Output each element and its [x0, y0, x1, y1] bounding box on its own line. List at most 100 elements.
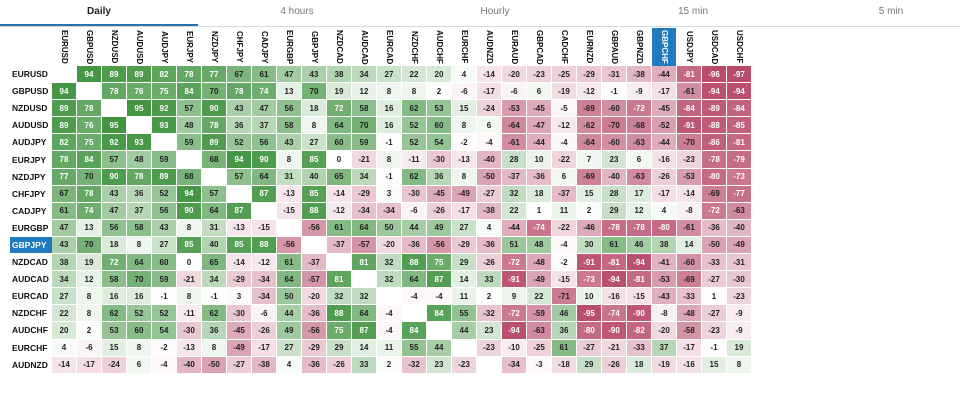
correlation-cell[interactable]: -61: [501, 133, 527, 152]
correlation-cell[interactable]: 52: [401, 133, 427, 152]
correlation-cell[interactable]: 12: [76, 270, 102, 289]
correlation-cell[interactable]: -16: [651, 150, 677, 169]
correlation-cell[interactable]: 94: [52, 82, 77, 101]
correlation-cell[interactable]: -70: [676, 133, 702, 152]
correlation-cell[interactable]: 64: [126, 253, 152, 272]
correlation-cell[interactable]: 95: [101, 116, 127, 135]
correlation-cell[interactable]: -21: [601, 339, 627, 357]
correlation-cell[interactable]: 23: [601, 150, 627, 169]
correlation-cell[interactable]: 87: [351, 321, 377, 340]
tab-hourly[interactable]: Hourly: [480, 6, 510, 17]
correlation-cell[interactable]: 37: [126, 202, 152, 220]
correlation-cell[interactable]: -22: [551, 150, 577, 169]
correlation-cell[interactable]: 75: [76, 133, 102, 152]
correlation-cell[interactable]: 14: [351, 339, 377, 357]
correlation-cell[interactable]: -50: [201, 356, 227, 374]
correlation-cell[interactable]: -1: [601, 82, 627, 101]
correlation-cell[interactable]: -23: [676, 150, 702, 169]
correlation-cell[interactable]: 27: [276, 339, 302, 357]
correlation-cell[interactable]: 72: [101, 253, 127, 272]
correlation-cell[interactable]: -91: [576, 253, 602, 272]
correlation-cell[interactable]: 16: [376, 99, 402, 118]
row-header-nzdusd[interactable]: NZDUSD: [10, 99, 52, 118]
correlation-cell[interactable]: 44: [401, 219, 427, 237]
column-header-audcad[interactable]: AUDCAD: [351, 28, 377, 66]
correlation-cell[interactable]: -36: [526, 168, 552, 186]
correlation-cell[interactable]: 70: [301, 82, 327, 101]
correlation-cell[interactable]: 44: [451, 321, 477, 340]
column-header-gbpcad[interactable]: GBPCAD: [526, 28, 552, 66]
column-header-gbpjpy[interactable]: GBPJPY: [301, 28, 327, 66]
row-header-audusd[interactable]: AUDUSD: [10, 116, 52, 135]
correlation-cell[interactable]: 8: [176, 287, 202, 306]
correlation-cell[interactable]: -29: [451, 236, 477, 255]
correlation-cell[interactable]: 88: [401, 253, 427, 272]
correlation-cell[interactable]: -24: [101, 356, 127, 374]
correlation-cell[interactable]: 8: [401, 82, 427, 101]
correlation-cell[interactable]: 65: [326, 168, 352, 186]
correlation-cell[interactable]: -14: [226, 253, 252, 272]
correlation-cell[interactable]: -17: [676, 339, 702, 357]
correlation-cell[interactable]: 36: [126, 185, 152, 203]
column-header-usdchf[interactable]: USDCHF: [726, 28, 752, 66]
correlation-cell[interactable]: -94: [601, 270, 627, 289]
correlation-cell[interactable]: -19: [551, 82, 577, 101]
correlation-cell[interactable]: 87: [251, 185, 277, 203]
correlation-cell[interactable]: 36: [201, 321, 227, 340]
correlation-cell[interactable]: -81: [726, 133, 752, 152]
correlation-cell[interactable]: -32: [476, 304, 502, 323]
correlation-cell[interactable]: -79: [726, 150, 752, 169]
correlation-cell[interactable]: 8: [76, 287, 102, 306]
correlation-cell[interactable]: -4: [376, 321, 402, 340]
column-header-eurcad[interactable]: EURCAD: [376, 28, 402, 66]
correlation-cell[interactable]: 8: [376, 82, 402, 101]
correlation-cell[interactable]: 28: [501, 150, 527, 169]
correlation-cell[interactable]: -68: [626, 116, 652, 135]
column-header-nzdchf[interactable]: NZDCHF: [401, 28, 427, 66]
correlation-cell[interactable]: 78: [76, 185, 102, 203]
correlation-cell[interactable]: 31: [201, 219, 227, 237]
correlation-cell[interactable]: -12: [551, 116, 577, 135]
correlation-cell[interactable]: -82: [626, 321, 652, 340]
correlation-cell[interactable]: 16: [376, 116, 402, 135]
correlation-cell[interactable]: -6: [76, 339, 102, 357]
correlation-cell[interactable]: 8: [451, 168, 477, 186]
correlation-cell[interactable]: 89: [52, 99, 77, 118]
correlation-cell[interactable]: -25: [551, 66, 577, 84]
correlation-cell[interactable]: -36: [476, 236, 502, 255]
column-header-audjpy[interactable]: AUDJPY: [151, 28, 177, 66]
correlation-cell[interactable]: -4: [551, 236, 577, 255]
column-header-chfjpy[interactable]: CHFJPY: [226, 28, 252, 66]
correlation-cell[interactable]: 36: [551, 321, 577, 340]
correlation-cell[interactable]: 11: [451, 287, 477, 306]
correlation-cell[interactable]: 0: [176, 253, 202, 272]
row-header-audcad[interactable]: AUDCAD: [10, 270, 52, 289]
column-header-euraud[interactable]: EURAUD: [501, 28, 527, 66]
correlation-cell[interactable]: -29: [226, 270, 252, 289]
correlation-cell[interactable]: 32: [351, 287, 377, 306]
correlation-cell[interactable]: 29: [451, 253, 477, 272]
correlation-cell[interactable]: 43: [151, 219, 177, 237]
correlation-cell[interactable]: -56: [301, 321, 327, 340]
correlation-cell[interactable]: 22: [52, 304, 77, 323]
correlation-cell[interactable]: -26: [426, 202, 452, 220]
correlation-cell[interactable]: 0: [326, 150, 352, 169]
correlation-cell[interactable]: -15: [626, 287, 652, 306]
correlation-cell[interactable]: -96: [701, 66, 727, 84]
correlation-cell[interactable]: 22: [526, 287, 552, 306]
correlation-cell[interactable]: -13: [176, 339, 202, 357]
correlation-cell[interactable]: 84: [401, 321, 427, 340]
correlation-cell[interactable]: 72: [326, 99, 352, 118]
row-header-chfjpy[interactable]: CHFJPY: [10, 185, 52, 203]
correlation-cell[interactable]: 60: [426, 116, 452, 135]
correlation-cell[interactable]: 85: [301, 185, 327, 203]
correlation-cell[interactable]: -41: [651, 253, 677, 272]
correlation-cell[interactable]: 15: [701, 356, 727, 374]
correlation-cell[interactable]: 67: [226, 66, 252, 84]
correlation-cell[interactable]: -30: [226, 304, 252, 323]
correlation-cell[interactable]: 78: [101, 82, 127, 101]
correlation-cell[interactable]: -6: [501, 82, 527, 101]
correlation-cell[interactable]: -37: [326, 236, 352, 255]
correlation-cell[interactable]: -6: [251, 304, 277, 323]
correlation-cell[interactable]: 8: [76, 304, 102, 323]
